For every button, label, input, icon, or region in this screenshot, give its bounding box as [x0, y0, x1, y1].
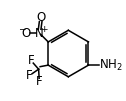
Text: F: F — [36, 75, 42, 88]
Text: N: N — [35, 27, 44, 40]
Text: F: F — [28, 54, 34, 67]
Text: +: + — [40, 25, 47, 34]
Text: O: O — [36, 11, 45, 24]
Text: O: O — [21, 27, 31, 40]
Text: −: − — [18, 24, 25, 33]
Text: NH$_2$: NH$_2$ — [99, 58, 123, 73]
Text: F: F — [26, 69, 32, 82]
